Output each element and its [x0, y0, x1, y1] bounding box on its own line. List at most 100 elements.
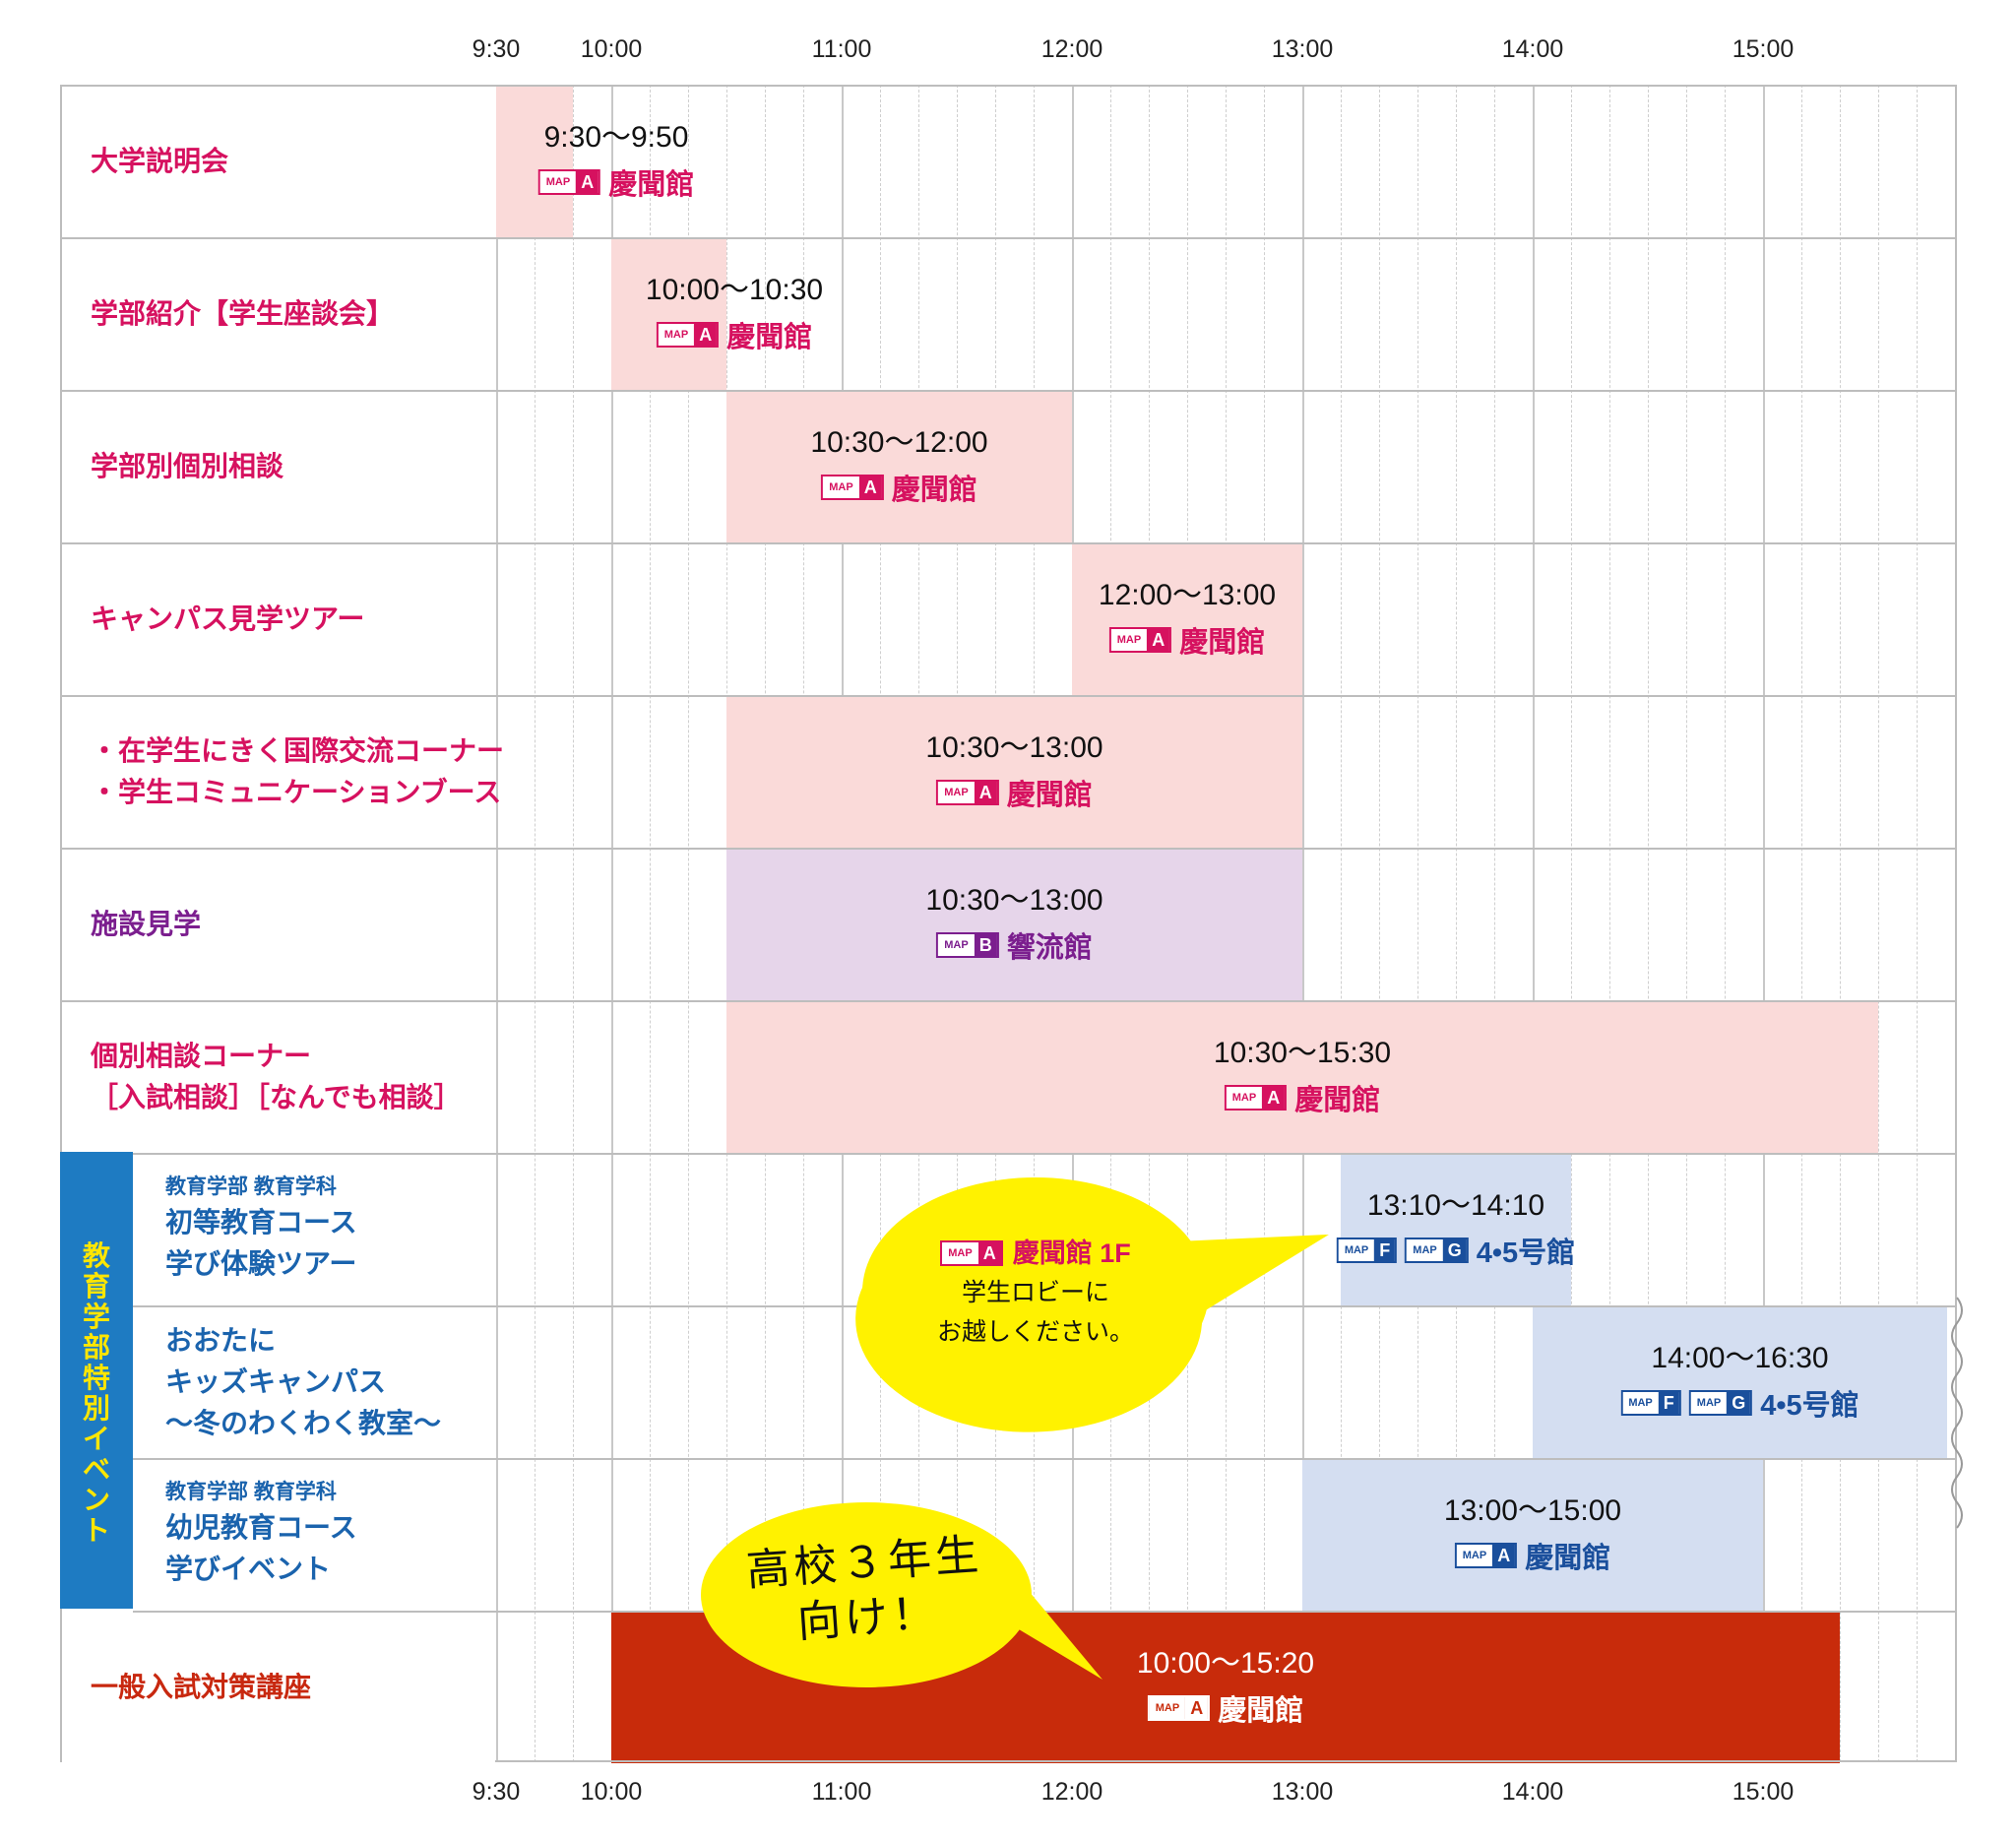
hand-callout-text: 高校３年生 向け！ [744, 1528, 987, 1654]
map-badge: MAP A [656, 322, 720, 348]
event-place: 慶聞館 [726, 322, 813, 353]
event-label: 10:30〜13:00 MAP A 慶聞館 [925, 729, 1102, 813]
row-label-line: キャンパス見学ツアー [91, 603, 365, 634]
event-place-row: MAP F MAP G 4•5号館 [1336, 1230, 1576, 1271]
row-label-cell [62, 239, 495, 389]
event-time: 14:00〜16:30 [1651, 1342, 1829, 1374]
event-bar [726, 849, 1302, 1000]
row-sublabel: 教育学部 教育学科 [165, 1174, 337, 1198]
row-label-line: キッズキャンパス [165, 1365, 387, 1397]
grid-line [1801, 85, 1802, 1762]
event-place-row: MAP A 慶聞館 [1108, 619, 1266, 661]
row-label-cell [62, 544, 495, 694]
tick-label: 14:00 [1501, 35, 1564, 63]
grid-line [1494, 85, 1495, 1762]
row-divider [60, 1000, 1957, 1002]
grid-line [650, 85, 651, 1762]
row-label-line: 学部別個別相談 [91, 450, 284, 481]
row-label: おおたに キッズキャンパス 〜冬のわくわく教室〜 [165, 1320, 441, 1444]
schedule-frame [60, 85, 1957, 1762]
grid-line [1917, 85, 1918, 1762]
event-time: 10:00〜15:20 [1136, 1647, 1315, 1680]
row-label: ・在学生にきく国際交流コーナー ・学生コミュニケーションブース [91, 730, 504, 813]
row-label-line: 学び体験ツアー [165, 1247, 357, 1279]
grid-line [1341, 85, 1342, 1762]
grid-line [1763, 85, 1765, 1762]
event-bar [726, 1001, 1878, 1153]
event-label: 10:30〜12:00 MAP A 慶聞館 [810, 423, 987, 508]
callout-place: 慶聞館 1F [1012, 1238, 1131, 1268]
event-place: 慶聞館 [1006, 780, 1093, 811]
event-place-row: MAP A 慶聞館 [1454, 1535, 1611, 1576]
event-label: 12:00〜13:00 MAP A 慶聞館 [1099, 576, 1276, 661]
grid-line [1533, 85, 1535, 1762]
event-time: 10:30〜12:00 [810, 426, 988, 459]
event-place-row: MAP A 慶聞館 [1224, 1077, 1380, 1118]
event-bar [726, 391, 1072, 542]
event-place-row: MAP A 慶聞館 [537, 161, 695, 203]
event-time: 10:00〜10:30 [645, 274, 824, 306]
map-badge: MAP A [821, 475, 884, 500]
event-place: 慶聞館 [1218, 1695, 1304, 1727]
row-label-cell [62, 697, 495, 847]
map-badge: MAP A [1147, 1695, 1211, 1721]
event-label: 9:30〜9:50 MAP A 慶聞館 [537, 118, 695, 203]
event-time: 10:30〜13:00 [925, 731, 1103, 764]
row-label-line: 大学説明会 [91, 145, 229, 176]
event-label: 10:30〜15:30 MAP A 慶聞館 [1214, 1034, 1391, 1118]
tick-label: 13:00 [1271, 35, 1334, 63]
map-badge: MAP G [1405, 1238, 1469, 1263]
education-faculty-sidebar: 教 育 学 部 特 別 イ ベ ン ト [60, 1152, 133, 1609]
event-place: 慶聞館 [891, 475, 977, 506]
event-place: 慶聞館 [1525, 1543, 1611, 1574]
event-place: 慶聞館 [1179, 627, 1266, 659]
event-bar [496, 86, 573, 237]
event-bar [611, 238, 726, 390]
event-bar [1533, 1306, 1947, 1458]
row-divider [133, 1458, 1957, 1460]
row-label-line: ・学生コミュニケーションブース [91, 776, 502, 807]
wavy-edge [1951, 1297, 1963, 1529]
row-label-cell [62, 1613, 495, 1762]
tick-label: 9:30 [472, 1778, 521, 1806]
grid-line [573, 85, 574, 1762]
event-time: 12:00〜13:00 [1098, 579, 1277, 611]
row-label: 一般入試対策講座 [91, 1667, 311, 1708]
row-divider [60, 390, 1957, 392]
grid-line [1379, 85, 1380, 1762]
grid-line [1302, 85, 1304, 1762]
event-place: 慶聞館 [608, 169, 695, 201]
callout-line2: お越しください。 [936, 1318, 1135, 1346]
row-label: 大学説明会 [91, 141, 228, 182]
sidebar-label: 教 育 学 部 特 別 イ ベ ン ト [82, 1240, 110, 1546]
label-column-divider [496, 85, 498, 1762]
row-label-line: おおたに [165, 1324, 277, 1356]
tick-label: 11:00 [811, 35, 872, 63]
event-time: 9:30〜9:50 [543, 121, 689, 154]
yellow-callout-tail [1171, 1235, 1329, 1319]
row-divider [60, 542, 1957, 544]
map-badge: MAP A [940, 1240, 1003, 1266]
map-badge: MAP F [1620, 1390, 1681, 1416]
event-time: 13:00〜15:00 [1443, 1494, 1622, 1527]
tick-label: 15:00 [1732, 35, 1795, 63]
row-label: 個別相談コーナー ［入試相談］［なんでも相談］ [91, 1036, 462, 1118]
event-place: 響流館 [1006, 932, 1093, 964]
event-place-row: MAP B 響流館 [936, 924, 1093, 966]
event-place: 4•5号館 [1476, 1238, 1576, 1269]
tick-label: 10:00 [580, 1778, 643, 1806]
row-label-cell [62, 1307, 495, 1457]
grid-line [535, 85, 536, 1762]
event-time: 10:30〜13:00 [925, 884, 1103, 917]
event-place-row: MAP A 慶聞館 [936, 772, 1093, 813]
map-badge: MAP G [1688, 1390, 1753, 1416]
map-badge: MAP F [1336, 1238, 1398, 1263]
grid-line [1686, 85, 1687, 1762]
row-label-cell [62, 1002, 495, 1152]
tick-label: 10:00 [580, 35, 643, 63]
event-label: 10:00〜15:20 MAP A 慶聞館 [1137, 1644, 1314, 1729]
event-label: 10:00〜10:30 MAP A 慶聞館 [646, 271, 823, 355]
map-badge: MAP A [1224, 1085, 1288, 1111]
